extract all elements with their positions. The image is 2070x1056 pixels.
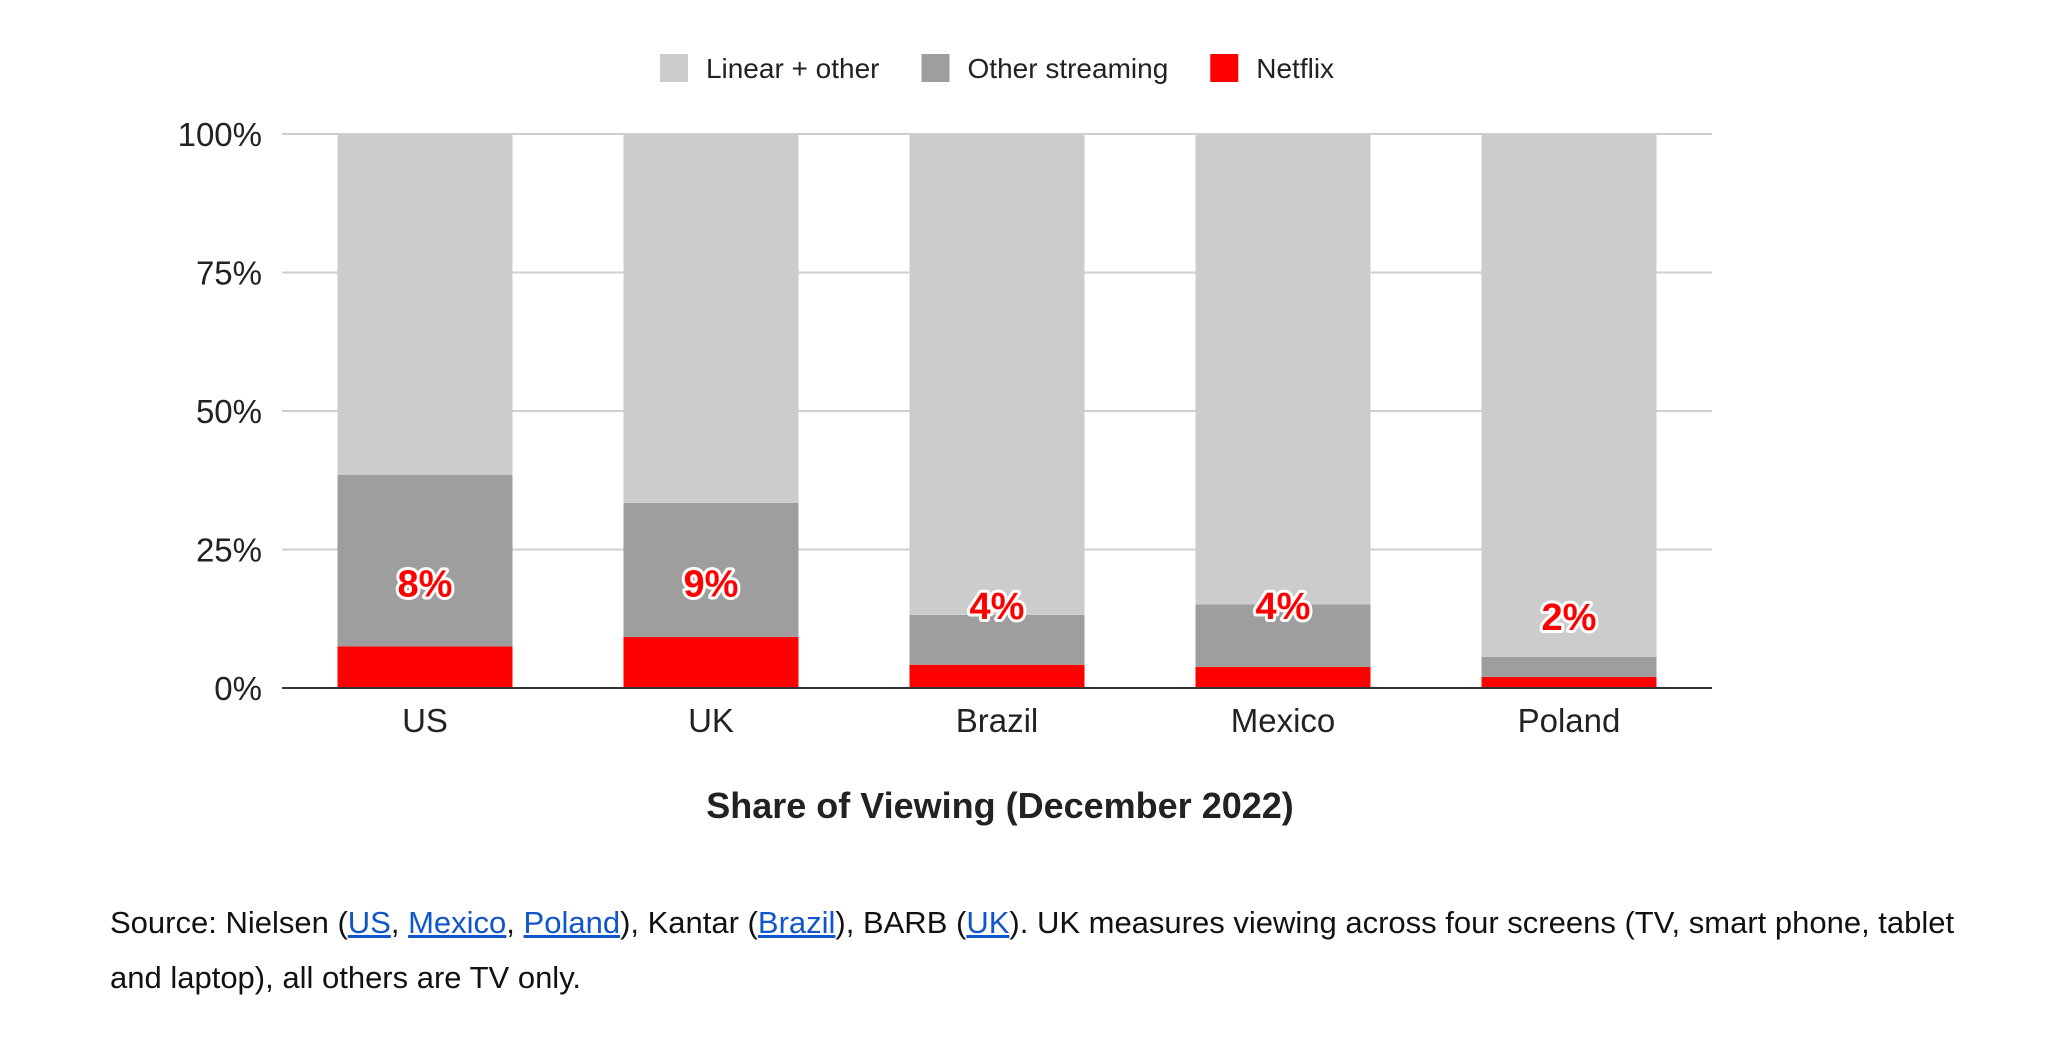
x-tick-label: UK bbox=[688, 702, 734, 739]
x-tick-label: Brazil bbox=[956, 702, 1039, 739]
data-label: 2% bbox=[1542, 597, 1597, 639]
x-tick-label: Mexico bbox=[1231, 702, 1336, 739]
legend-label-netflix: Netflix bbox=[1256, 53, 1334, 84]
legend-label-linear-other: Linear + other bbox=[706, 53, 880, 84]
x-tick-label: Poland bbox=[1518, 702, 1621, 739]
y-tick-label: 50% bbox=[196, 393, 262, 430]
source-prefix: Source: Nielsen ( bbox=[110, 905, 348, 940]
source-separator: , bbox=[390, 905, 409, 940]
legend-swatch-other-streaming bbox=[921, 54, 950, 82]
data-labels: 8% 9% 4% 4% 2% bbox=[395, 561, 1600, 642]
bar-segment-netflix-mexico bbox=[1195, 666, 1371, 688]
chart-legend: Linear + other Other streaming Netflix bbox=[659, 53, 1334, 84]
bar-segment-other-streaming-mexico bbox=[1195, 604, 1371, 667]
bar-segment-netflix-poland bbox=[1481, 676, 1657, 688]
bar-segment-other-streaming-brazil bbox=[909, 614, 1085, 665]
bar-segment-linear-other-brazil bbox=[909, 134, 1085, 615]
source-note: Source: Nielsen (US, Mexico, Poland), Ka… bbox=[110, 895, 2010, 1005]
bar-segment-netflix-brazil bbox=[909, 664, 1085, 688]
chart-bars bbox=[337, 134, 1657, 688]
data-label: 9% bbox=[684, 564, 739, 606]
legend-swatch-netflix bbox=[1210, 54, 1239, 82]
source-link-poland[interactable]: Poland bbox=[523, 905, 621, 940]
source-text-barb: ), BARB ( bbox=[835, 905, 967, 940]
source-text-kantar: ), Kantar ( bbox=[620, 905, 758, 940]
y-tick-label: 100% bbox=[178, 116, 262, 153]
data-label: 8% bbox=[398, 564, 453, 606]
source-separator: , bbox=[506, 905, 524, 940]
y-axis-tick-labels: 0% 25% 50% 75% 100% bbox=[178, 116, 262, 707]
source-link-mexico[interactable]: Mexico bbox=[408, 905, 507, 940]
source-link-uk[interactable]: UK bbox=[966, 905, 1010, 940]
y-tick-label: 75% bbox=[196, 255, 262, 292]
bar-segment-linear-other-poland bbox=[1481, 134, 1657, 657]
bar-segment-other-streaming-uk bbox=[623, 502, 799, 638]
data-label: 4% bbox=[1256, 586, 1311, 628]
y-tick-label: 0% bbox=[214, 670, 262, 707]
legend-label-other-streaming: Other streaming bbox=[968, 53, 1169, 84]
y-tick-label: 25% bbox=[196, 532, 262, 569]
bar-segment-other-streaming-poland bbox=[1481, 656, 1657, 677]
bar-segment-netflix-uk bbox=[623, 637, 799, 688]
x-tick-label: US bbox=[402, 702, 448, 739]
data-label: 4% bbox=[970, 586, 1025, 628]
chart-title: Share of Viewing (December 2022) bbox=[706, 785, 1294, 826]
source-suffix: ). UK measures viewing across four scree… bbox=[110, 905, 1955, 995]
bar-segment-linear-other-uk bbox=[623, 134, 799, 503]
stacked-bar-chart: Linear + other Other streaming Netflix 0% 2… bbox=[178, 53, 1712, 826]
legend-swatch-linear-other bbox=[659, 54, 688, 82]
bar-segment-netflix-us bbox=[337, 646, 513, 688]
bar-segment-linear-other-mexico bbox=[1195, 134, 1371, 605]
source-link-brazil[interactable]: Brazil bbox=[757, 905, 836, 940]
source-link-us[interactable]: US bbox=[347, 905, 391, 940]
bar-segment-linear-other-us bbox=[337, 134, 513, 475]
bar-segment-other-streaming-us bbox=[337, 474, 513, 647]
x-axis: US UK Brazil Mexico Poland bbox=[282, 687, 1712, 739]
